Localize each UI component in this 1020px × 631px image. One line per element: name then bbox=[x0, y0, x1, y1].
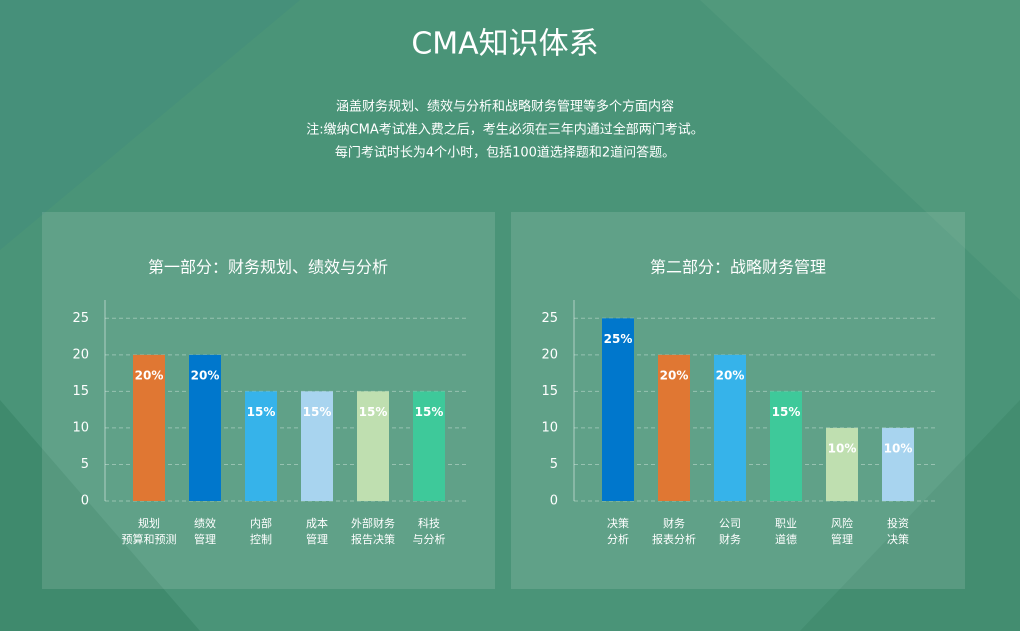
bar bbox=[658, 354, 690, 501]
value-label: 15% bbox=[359, 405, 388, 419]
x-tick-label: 职业 bbox=[775, 517, 797, 530]
subtitle: 注:缴纳CMA考试准入费之后，考生必须在三年内通过全部两门考试。 bbox=[306, 122, 704, 138]
y-tick-label: 20 bbox=[72, 347, 89, 362]
x-tick-label: 规划 bbox=[138, 516, 160, 530]
bar bbox=[357, 391, 389, 501]
x-tick-label: 内部 bbox=[250, 516, 272, 530]
subtitle: 每门考试时长为4个小时，包括100道选择题和2道问答题。 bbox=[335, 145, 675, 161]
y-tick-label: 15 bbox=[72, 384, 89, 399]
bar bbox=[413, 391, 445, 501]
x-tick-label: 预算和预测 bbox=[122, 532, 177, 546]
value-label: 20% bbox=[191, 368, 220, 382]
x-tick-label: 报表分析 bbox=[652, 532, 696, 546]
y-tick-label: 25 bbox=[541, 311, 558, 326]
bar bbox=[245, 391, 277, 501]
value-label: 20% bbox=[135, 368, 164, 382]
bar bbox=[714, 354, 746, 501]
y-tick-label: 20 bbox=[541, 347, 558, 362]
value-label: 20% bbox=[716, 368, 745, 382]
page-title: CMA知识体系 bbox=[411, 27, 598, 62]
bar bbox=[826, 427, 858, 501]
value-label: 15% bbox=[415, 405, 444, 419]
chart-title: 第二部分：战略财务管理 bbox=[650, 258, 826, 277]
x-tick-label: 分析 bbox=[607, 532, 629, 546]
x-tick-label: 科技 bbox=[418, 516, 440, 530]
y-tick-label: 10 bbox=[72, 420, 89, 435]
x-tick-label: 财务 bbox=[719, 532, 741, 546]
x-tick-label: 决策 bbox=[607, 516, 629, 530]
bar bbox=[133, 354, 165, 501]
x-tick-label: 管理 bbox=[306, 532, 328, 546]
x-tick-label: 道德 bbox=[775, 532, 797, 546]
bg-shape bbox=[800, 400, 1020, 631]
x-tick-label: 公司 bbox=[719, 517, 741, 530]
x-tick-label: 报告决策 bbox=[351, 532, 395, 546]
y-tick-label: 15 bbox=[541, 384, 558, 399]
bar bbox=[882, 427, 914, 501]
x-tick-label: 成本 bbox=[306, 516, 328, 530]
x-tick-label: 财务 bbox=[663, 516, 685, 530]
chart-title: 第一部分：财务规划、绩效与分析 bbox=[148, 258, 388, 277]
bar bbox=[301, 391, 333, 501]
value-label: 10% bbox=[828, 441, 857, 455]
bg-shape bbox=[0, 0, 300, 250]
x-tick-label: 绩效 bbox=[194, 516, 216, 530]
value-label: 20% bbox=[660, 368, 689, 382]
value-label: 10% bbox=[884, 441, 913, 455]
x-tick-label: 与分析 bbox=[413, 532, 446, 546]
value-label: 25% bbox=[604, 332, 633, 346]
x-tick-label: 管理 bbox=[194, 532, 216, 546]
y-tick-label: 0 bbox=[81, 494, 89, 509]
value-label: 15% bbox=[247, 405, 276, 419]
bar bbox=[189, 354, 221, 501]
bar bbox=[770, 391, 802, 501]
y-tick-label: 10 bbox=[541, 420, 558, 435]
x-tick-label: 投资 bbox=[887, 516, 909, 530]
y-tick-label: 5 bbox=[550, 457, 558, 472]
x-tick-label: 风险 bbox=[831, 516, 853, 530]
x-tick-label: 控制 bbox=[250, 532, 272, 546]
x-tick-label: 管理 bbox=[831, 532, 853, 546]
bg-shape bbox=[0, 400, 200, 631]
bar bbox=[602, 318, 634, 501]
x-tick-label: 决策 bbox=[887, 532, 909, 546]
bg-shape bbox=[700, 0, 1020, 300]
value-label: 15% bbox=[303, 405, 332, 419]
y-tick-label: 25 bbox=[72, 311, 89, 326]
y-tick-label: 0 bbox=[550, 494, 558, 509]
value-label: 15% bbox=[772, 405, 801, 419]
y-tick-label: 5 bbox=[81, 457, 89, 472]
x-tick-label: 外部财务 bbox=[351, 516, 395, 530]
subtitle: 涵盖财务规划、绩效与分析和战略财务管理等多个方面内容 bbox=[336, 99, 674, 115]
